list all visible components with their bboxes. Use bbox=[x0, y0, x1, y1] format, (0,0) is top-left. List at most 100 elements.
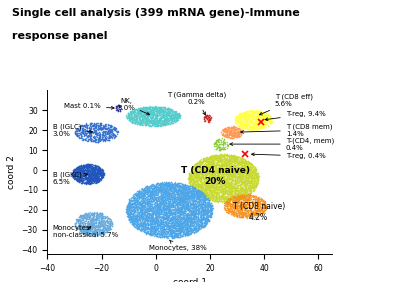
Point bbox=[146, 110, 152, 114]
Point bbox=[143, 207, 150, 212]
Point bbox=[144, 111, 150, 115]
Point bbox=[96, 165, 102, 169]
Point bbox=[227, 159, 233, 164]
Point bbox=[150, 232, 156, 236]
Point bbox=[164, 110, 171, 115]
Point bbox=[161, 217, 167, 222]
Point bbox=[132, 201, 138, 205]
Point bbox=[241, 196, 248, 200]
Point bbox=[247, 125, 254, 129]
Point bbox=[258, 116, 264, 121]
Point bbox=[254, 174, 260, 178]
Point bbox=[141, 191, 147, 196]
Point bbox=[144, 226, 150, 230]
Point bbox=[153, 120, 159, 124]
Point bbox=[221, 190, 227, 194]
Point bbox=[84, 165, 90, 170]
Point bbox=[169, 113, 175, 117]
Point bbox=[238, 165, 244, 170]
Point bbox=[126, 217, 133, 222]
Point bbox=[260, 202, 266, 207]
Point bbox=[182, 186, 188, 190]
Point bbox=[159, 230, 165, 234]
Point bbox=[143, 117, 150, 122]
Point bbox=[87, 222, 93, 227]
Point bbox=[182, 228, 189, 232]
Point bbox=[88, 138, 94, 143]
Point bbox=[247, 165, 253, 169]
Point bbox=[246, 191, 252, 195]
Point bbox=[93, 140, 100, 144]
Point bbox=[187, 173, 193, 177]
Point bbox=[102, 134, 108, 139]
Point bbox=[175, 205, 181, 210]
Point bbox=[132, 121, 139, 126]
Point bbox=[108, 127, 115, 132]
Point bbox=[201, 158, 207, 162]
Point bbox=[79, 174, 85, 179]
Point bbox=[185, 186, 191, 190]
Point bbox=[186, 173, 192, 177]
Point bbox=[197, 204, 203, 209]
Point bbox=[242, 164, 248, 168]
Point bbox=[149, 197, 156, 201]
Point bbox=[158, 226, 165, 231]
Point bbox=[249, 177, 255, 181]
Point bbox=[227, 159, 233, 164]
Point bbox=[189, 219, 196, 224]
Point bbox=[97, 133, 103, 138]
Point bbox=[144, 208, 150, 213]
Point bbox=[171, 115, 178, 120]
Point bbox=[113, 105, 119, 110]
Point bbox=[184, 192, 190, 197]
Point bbox=[231, 125, 237, 130]
Point bbox=[232, 213, 238, 218]
Point bbox=[139, 214, 145, 219]
Point bbox=[170, 112, 177, 116]
Point bbox=[128, 213, 134, 218]
Point bbox=[196, 163, 203, 168]
Point bbox=[149, 194, 155, 199]
Point bbox=[98, 128, 104, 133]
Point bbox=[254, 122, 260, 127]
Point bbox=[188, 189, 195, 193]
Point bbox=[267, 120, 274, 125]
Point bbox=[187, 176, 194, 181]
Point bbox=[144, 201, 150, 205]
Point bbox=[245, 178, 251, 182]
Point bbox=[230, 209, 237, 214]
Point bbox=[79, 168, 85, 172]
Point bbox=[254, 111, 260, 116]
Point bbox=[235, 157, 241, 161]
Point bbox=[232, 161, 239, 166]
Point bbox=[143, 195, 149, 199]
Point bbox=[151, 223, 158, 228]
Point bbox=[172, 185, 178, 190]
Point bbox=[89, 213, 96, 217]
Point bbox=[256, 211, 262, 215]
Point bbox=[190, 186, 196, 191]
Point bbox=[214, 180, 221, 185]
Point bbox=[245, 127, 251, 132]
Point bbox=[190, 210, 197, 214]
Point bbox=[134, 200, 141, 204]
Point bbox=[162, 202, 169, 207]
Point bbox=[96, 172, 102, 177]
Point bbox=[96, 220, 103, 225]
Point bbox=[95, 166, 101, 171]
Point bbox=[225, 130, 231, 134]
Point bbox=[174, 208, 180, 212]
Point bbox=[174, 231, 181, 235]
Point bbox=[88, 181, 95, 185]
Point bbox=[185, 222, 191, 227]
Point bbox=[230, 205, 236, 210]
Point bbox=[191, 188, 197, 192]
Point bbox=[217, 142, 224, 146]
Point bbox=[169, 215, 176, 219]
Point bbox=[89, 215, 96, 220]
Point bbox=[86, 180, 92, 185]
Point bbox=[160, 220, 166, 224]
Point bbox=[202, 175, 208, 179]
Point bbox=[201, 116, 207, 120]
Point bbox=[85, 211, 91, 215]
